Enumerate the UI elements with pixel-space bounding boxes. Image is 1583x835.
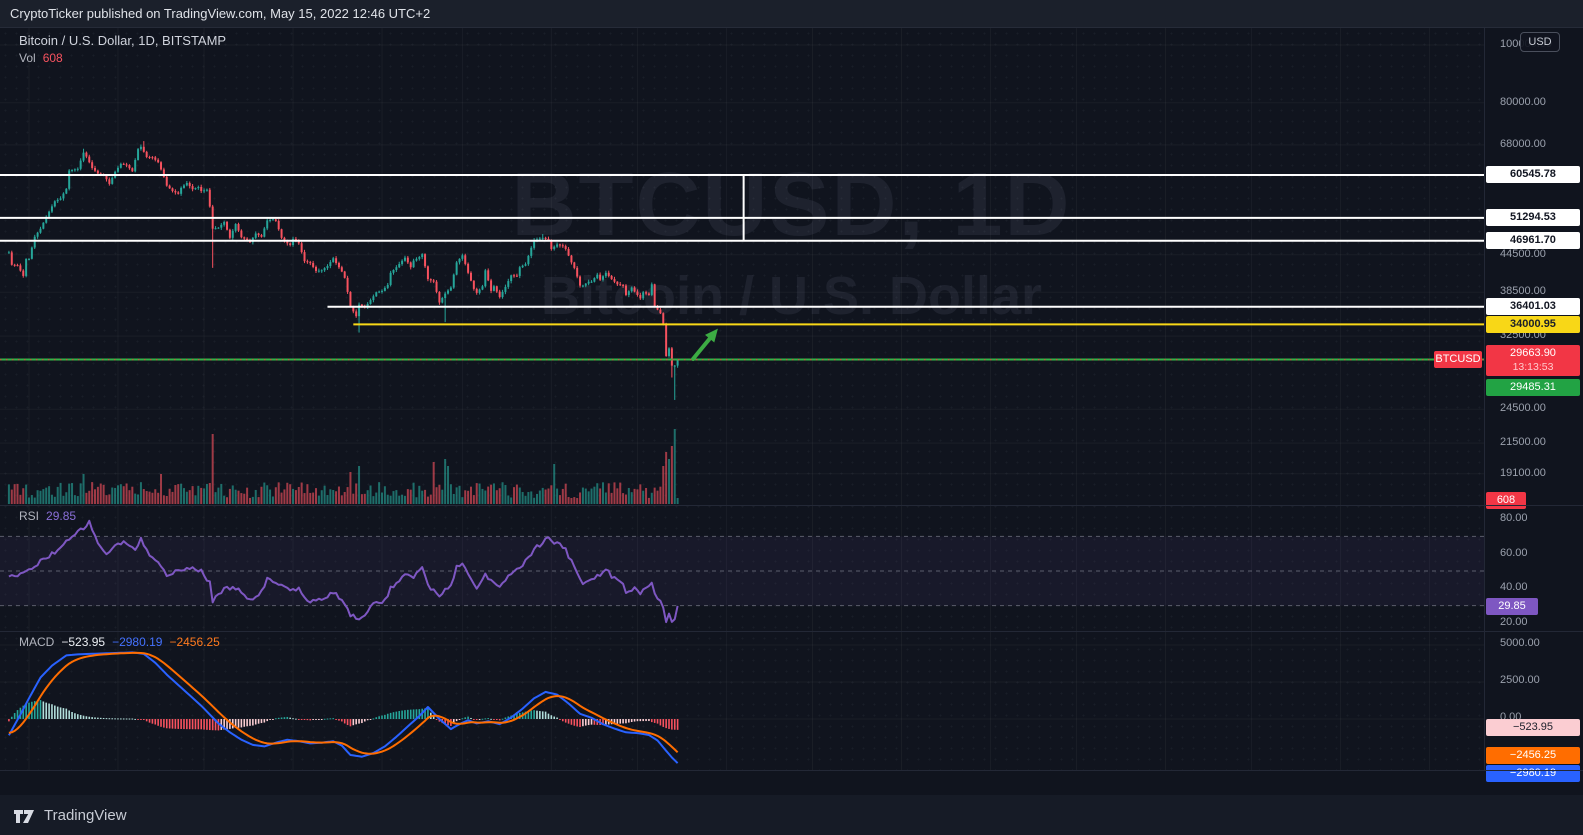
macd-line-value: −2980.19 [112, 635, 163, 649]
time-axis-border [0, 770, 1583, 771]
footer-bar: TradingView [0, 795, 1583, 835]
rsi-legend: RSI 29.85 [19, 509, 83, 523]
macd-legend: MACD −523.95 −2980.19 −2456.25 [19, 635, 227, 649]
tradingview-logo-icon[interactable] [14, 807, 36, 824]
chart-canvas[interactable] [0, 28, 1583, 795]
chart-area[interactable]: BTCUSD, 1D Bitcoin / U.S. Dollar 100000.… [0, 28, 1583, 819]
rsi-title: RSI [19, 509, 40, 523]
brand-name[interactable]: TradingView [44, 806, 127, 824]
volume-value: 608 [42, 51, 63, 65]
rsi-value: 29.85 [46, 509, 77, 523]
macd-signal-value: −2456.25 [169, 635, 220, 649]
macd-title: MACD [19, 635, 55, 649]
price-axis-border [1484, 28, 1485, 770]
pane-separator-macd[interactable] [0, 631, 1583, 632]
attribution-bar: CryptoTicker published on TradingView.co… [0, 0, 1583, 28]
currency-toggle-button[interactable]: USD [1520, 32, 1560, 52]
volume-legend: Vol 608 [19, 51, 70, 65]
attribution-text: CryptoTicker published on TradingView.co… [10, 6, 431, 21]
macd-hist-value: −523.95 [61, 635, 106, 649]
symbol-legend: Bitcoin / U.S. Dollar, 1D, BITSTAMP [19, 33, 233, 48]
volume-label: Vol [19, 51, 36, 65]
symbol-title: Bitcoin / U.S. Dollar, 1D, BITSTAMP [19, 33, 227, 48]
pane-separator-rsi[interactable] [0, 505, 1583, 506]
